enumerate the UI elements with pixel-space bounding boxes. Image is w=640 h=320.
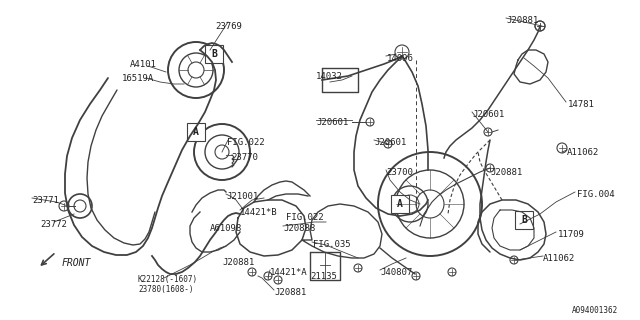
Text: J20881: J20881 [506,16,538,25]
Text: FIG.022: FIG.022 [227,138,264,147]
FancyBboxPatch shape [205,45,223,63]
Text: 14032: 14032 [316,72,343,81]
Text: 23772: 23772 [40,220,67,229]
Text: J20601: J20601 [472,110,504,119]
Text: FIG.022: FIG.022 [286,213,324,222]
Text: 23771: 23771 [32,196,59,205]
Text: 23700: 23700 [386,168,413,177]
Text: FRONT: FRONT [62,258,92,268]
Text: 21135: 21135 [310,272,337,281]
Text: 14421*A: 14421*A [270,268,308,277]
Text: J20601: J20601 [374,138,406,147]
Text: 23780(1608-): 23780(1608-) [138,285,193,294]
FancyBboxPatch shape [187,123,205,141]
Text: A61098: A61098 [210,224,243,233]
Text: A: A [193,127,199,137]
Text: J20601: J20601 [316,118,348,127]
Text: 11709: 11709 [558,230,585,239]
Text: J21001: J21001 [226,192,259,201]
Text: 23770: 23770 [231,153,258,162]
Text: A4101: A4101 [130,60,157,69]
Text: A11062: A11062 [567,148,599,157]
FancyBboxPatch shape [515,211,533,229]
Text: A094001362: A094001362 [572,306,618,315]
Text: 23769: 23769 [215,22,242,31]
Text: 16519A: 16519A [122,74,154,83]
Text: J20881: J20881 [222,258,254,267]
Text: 14096: 14096 [387,54,414,63]
Text: J20881: J20881 [274,288,307,297]
Text: A: A [397,199,403,209]
Text: B: B [211,49,217,59]
Text: 14421*B: 14421*B [240,208,278,217]
Text: 14781: 14781 [568,100,595,109]
Text: FIG.004: FIG.004 [577,190,614,199]
Text: J40807: J40807 [380,268,412,277]
FancyBboxPatch shape [391,195,409,213]
Text: B: B [521,215,527,225]
Text: K22128(-1607): K22128(-1607) [138,275,198,284]
Text: FIG.035: FIG.035 [313,240,351,249]
Text: J20881: J20881 [490,168,522,177]
Text: J20888: J20888 [283,224,316,233]
Text: A11062: A11062 [543,254,575,263]
